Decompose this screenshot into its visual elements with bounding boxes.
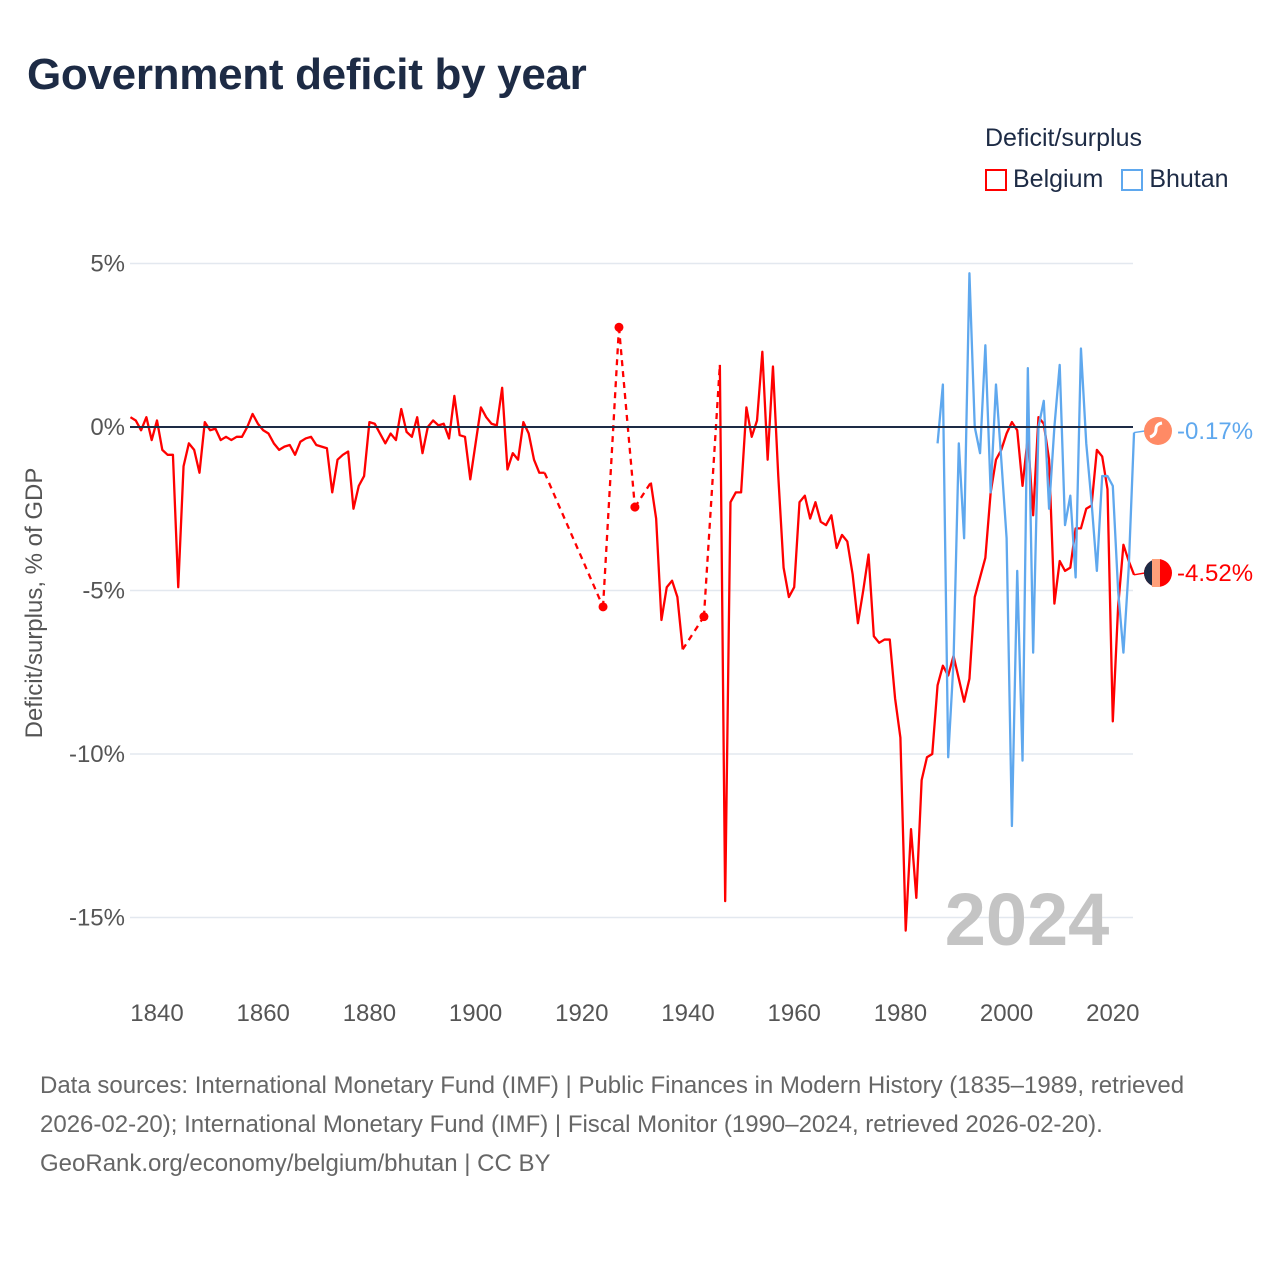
legend: Deficit/surplus Belgium Bhutan [985, 124, 1229, 194]
series-line-segment [649, 482, 684, 650]
legend-swatch-belgium [985, 168, 1007, 191]
y-tick-label: 0% [90, 414, 125, 441]
x-tick-label: 1880 [343, 1000, 396, 1027]
series-gap-segment [601, 327, 621, 607]
x-tick-label: 1980 [874, 1000, 927, 1027]
series-gap-segment [702, 364, 722, 617]
x-tick-label: 1840 [130, 1000, 183, 1027]
data-sources: Data sources: International Monetary Fun… [40, 1072, 1185, 1138]
series-line-segment [718, 350, 1136, 932]
x-tick-label: 1940 [661, 1000, 714, 1027]
legend-item-bhutan[interactable]: Bhutan [1121, 165, 1229, 194]
legend-item-belgium[interactable]: Belgium [985, 165, 1103, 194]
year-watermark: 2024 [945, 878, 1110, 961]
chart-plot: 5% 0% -5% -10% -15% 1840 1860 1880 1900 1920 1940 1… [21, 251, 1253, 1028]
y-tick-label: -5% [82, 578, 125, 605]
end-connector [1133, 572, 1146, 576]
legend-label: Bhutan [1149, 165, 1229, 193]
series-gap-segment [617, 327, 637, 508]
x-tick-label: 1960 [768, 1000, 821, 1027]
y-tick-label: -10% [69, 741, 125, 768]
y-tick-label: 5% [90, 251, 125, 278]
chart-title: Government deficit by year [27, 50, 587, 99]
series-line-segment [936, 272, 1136, 828]
x-tick-label: 1860 [237, 1000, 290, 1027]
credit-link[interactable]: GeoRank.org/economy/belgium/bhutan | CC … [40, 1150, 551, 1177]
flag-icon-belgium [1144, 559, 1172, 587]
series-line-segment [129, 386, 545, 589]
x-tick-label: 2000 [980, 1000, 1033, 1027]
series-gap-segment [543, 472, 605, 608]
end-value-label: -0.17% [1177, 418, 1253, 445]
legend-swatch-bhutan [1121, 168, 1144, 191]
x-tick-label: 1900 [449, 1000, 502, 1027]
flag-icon-bhutan [1144, 417, 1172, 445]
series-belgium [129, 322, 1136, 932]
end-value-label: -4.52% [1177, 560, 1253, 587]
series-bhutan [936, 272, 1136, 828]
end-connector [1133, 430, 1146, 434]
series-gap-segment [633, 481, 652, 508]
y-tick-label: -15% [69, 905, 125, 932]
footer: Data sources: International Monetary Fun… [40, 1066, 1240, 1183]
x-tick-label: 2020 [1086, 1000, 1139, 1027]
y-axis-label: Deficit/surplus, % of GDP [21, 468, 48, 739]
series-gap-segment [681, 616, 705, 650]
legend-title: Deficit/surplus [985, 124, 1142, 152]
legend-label: Belgium [1013, 165, 1104, 193]
x-tick-label: 1920 [555, 1000, 608, 1027]
